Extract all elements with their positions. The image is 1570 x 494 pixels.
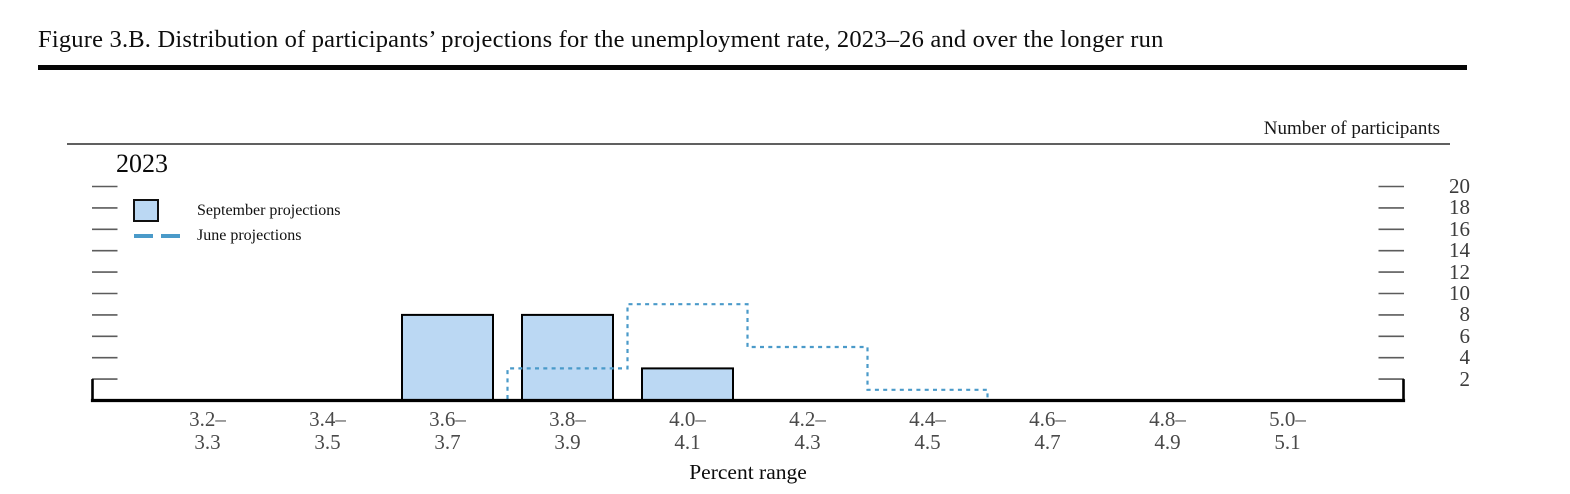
- y-tick-label: 2: [1459, 366, 1471, 391]
- x-tick-label-upper: 3.4–: [309, 407, 346, 431]
- y-tick-label: 12: [1449, 259, 1470, 284]
- x-tick-label: 3.2– 3.3: [148, 408, 268, 453]
- x-tick-label: 3.6– 3.7: [388, 408, 508, 453]
- x-tick-label-upper: 5.0–: [1269, 407, 1306, 431]
- panel-year-label: 2023: [116, 149, 168, 178]
- september-bar-swatch-icon: [133, 199, 159, 222]
- x-tick-label-lower: 4.1: [674, 429, 701, 454]
- x-tick-label-lower: 5.1: [1274, 429, 1301, 454]
- x-tick-label-lower: 4.9: [1154, 429, 1181, 454]
- x-tick-label: 4.4– 4.5: [868, 408, 988, 453]
- x-tick-label-lower: 3.3: [194, 429, 221, 454]
- legend-swatch-cell: [133, 233, 197, 239]
- june-dash-swatch-icon: [134, 233, 153, 239]
- x-tick-label-lower: 4.3: [794, 429, 821, 454]
- x-tick-label: 3.8– 3.9: [508, 408, 628, 453]
- bar-4.0–4.1: [641, 367, 734, 402]
- legend-swatch-cell: [133, 199, 197, 222]
- x-tick-label-upper: 4.6–: [1029, 407, 1066, 431]
- x-tick-label-upper: 4.2–: [789, 407, 826, 431]
- x-tick-label: 4.2– 4.3: [748, 408, 868, 453]
- x-tick-label: 4.6– 4.7: [988, 408, 1108, 453]
- x-tick-label: 5.0– 5.1: [1228, 408, 1348, 453]
- y-tick-label: 16: [1449, 216, 1470, 241]
- x-tick-label-lower: 3.9: [554, 429, 581, 454]
- y-tick-label: 10: [1449, 281, 1470, 305]
- y-tick-label: 4: [1459, 345, 1471, 370]
- y-tick-label: 6: [1459, 323, 1471, 348]
- bar-3.8–3.9: [521, 313, 614, 402]
- y-tick-label: 8: [1459, 302, 1471, 327]
- y-tick-label: 14: [1449, 238, 1470, 263]
- bar-3.6–3.7: [401, 313, 494, 402]
- x-tick-label-upper: 3.2–: [189, 407, 226, 431]
- legend-september-label: September projections: [197, 201, 341, 219]
- legend-june-label: June projections: [197, 227, 302, 244]
- x-tick-label-lower: 3.7: [434, 429, 461, 454]
- x-tick-label: 3.4– 3.5: [268, 408, 388, 453]
- june-projections-step-line: [506, 303, 989, 399]
- june-dash-swatch-icon: [161, 233, 180, 239]
- x-axis-title: Percent range: [689, 460, 807, 484]
- legend: September projections June projections: [133, 197, 341, 248]
- x-tick-label-lower: 4.7: [1034, 429, 1061, 454]
- y-tick-label: 18: [1449, 195, 1470, 220]
- x-tick-label-upper: 4.4–: [909, 407, 946, 431]
- y-axis-unit-label: Number of participants: [1263, 118, 1440, 139]
- x-tick-label: 4.0– 4.1: [628, 408, 748, 453]
- legend-item-september: September projections: [133, 197, 341, 224]
- x-tick-label: 4.8– 4.9: [1108, 408, 1228, 453]
- x-tick-label-upper: 4.8–: [1149, 407, 1186, 431]
- x-tick-label-upper: 3.8–: [549, 407, 586, 431]
- legend-item-june: June projections: [133, 224, 341, 248]
- y-tick-label: 20: [1449, 174, 1470, 198]
- title-rule: [38, 65, 1467, 70]
- x-tick-label-upper: 4.0–: [669, 407, 706, 431]
- figure-title: Figure 3.B. Distribution of participants…: [38, 26, 1164, 53]
- x-tick-label-upper: 3.6–: [429, 407, 466, 431]
- x-tick-label-lower: 3.5: [314, 429, 341, 454]
- x-tick-label-lower: 4.5: [914, 429, 941, 454]
